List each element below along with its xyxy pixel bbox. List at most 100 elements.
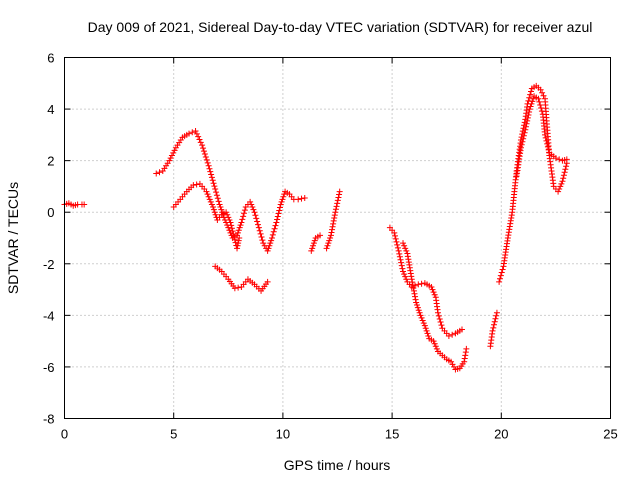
data-point — [238, 219, 245, 226]
data-point — [437, 319, 444, 326]
data-point — [433, 345, 440, 352]
data-point — [430, 289, 437, 296]
data-point — [240, 213, 247, 220]
y-tick-labels: -8 -6 -4 -2 0 2 4 6 — [43, 51, 55, 427]
data-point — [413, 299, 420, 306]
data-point — [204, 191, 211, 198]
data-point — [254, 218, 261, 225]
x-tick-label: 20 — [494, 427, 508, 442]
data-point — [449, 361, 456, 368]
x-tick-label: 15 — [385, 427, 399, 442]
data-point — [217, 204, 224, 211]
data-point — [409, 279, 416, 286]
y-tick-label: 0 — [47, 205, 54, 220]
data-point — [414, 304, 421, 311]
data-point — [298, 195, 305, 202]
axis-ticks — [64, 57, 611, 419]
data-point — [400, 240, 407, 247]
data-point — [281, 191, 288, 198]
data-point — [81, 201, 88, 208]
y-tick-label: -8 — [43, 412, 55, 427]
data-point — [556, 186, 563, 193]
data-point — [394, 244, 401, 251]
data-point — [205, 193, 212, 200]
data-point — [518, 141, 525, 148]
data-point — [185, 130, 192, 137]
data-point — [189, 129, 196, 136]
data-point — [276, 207, 283, 214]
data-point — [561, 169, 568, 176]
data-point — [329, 226, 336, 233]
data-point — [239, 216, 246, 223]
data-point — [201, 151, 208, 158]
data-point — [276, 204, 283, 211]
data-point — [193, 181, 200, 188]
data-point — [559, 178, 566, 185]
data-point — [432, 343, 439, 350]
data-point — [211, 209, 218, 216]
data-point — [226, 216, 233, 223]
data-point — [269, 231, 276, 238]
data-point — [399, 265, 406, 272]
data-point — [167, 155, 174, 162]
data-point — [522, 123, 529, 130]
data-point — [526, 106, 533, 113]
data-point — [330, 220, 337, 227]
data-point — [490, 324, 497, 331]
data-point — [552, 155, 559, 162]
data-point — [391, 229, 398, 236]
data-point — [489, 327, 496, 334]
data-point — [333, 203, 340, 210]
data-point — [418, 314, 425, 321]
data-point — [210, 180, 217, 187]
data-point — [445, 332, 452, 339]
data-point — [463, 345, 470, 352]
data-point — [413, 302, 420, 309]
data-point — [257, 230, 264, 237]
data-point — [450, 363, 457, 370]
data-point — [435, 312, 442, 319]
data-point — [190, 182, 197, 189]
data-point — [212, 211, 219, 218]
data-point — [462, 349, 469, 356]
data-point — [274, 213, 281, 220]
data-point — [255, 221, 262, 228]
data-point — [521, 129, 528, 136]
data-point — [200, 148, 207, 155]
data-point — [422, 325, 429, 332]
data-point — [206, 165, 213, 172]
data-point — [236, 235, 243, 241]
data-point — [416, 309, 423, 316]
data-point — [431, 340, 438, 347]
data-point — [496, 278, 503, 285]
data-point — [228, 225, 235, 232]
data-point — [392, 232, 399, 239]
data-point — [212, 186, 219, 193]
data-point — [205, 162, 212, 169]
y-tick-label: -4 — [43, 308, 55, 323]
data-point — [197, 139, 204, 146]
data-point — [317, 232, 324, 239]
data-point — [311, 237, 318, 244]
data-point — [555, 188, 562, 195]
data-point — [266, 242, 273, 249]
data-point — [393, 238, 400, 245]
data-point — [461, 358, 468, 365]
data-point — [268, 237, 275, 244]
data-point — [264, 247, 271, 254]
data-point — [401, 242, 408, 249]
data-point — [214, 195, 221, 202]
data-point — [193, 130, 200, 137]
data-point — [252, 212, 259, 219]
data-point — [231, 236, 238, 243]
data-point — [251, 209, 258, 216]
data-point — [327, 232, 334, 239]
data-point — [525, 97, 532, 104]
data-point — [256, 227, 263, 234]
data-point — [248, 201, 255, 208]
data-point — [326, 237, 333, 244]
data-point — [250, 206, 257, 213]
data-point — [210, 204, 217, 211]
data-point — [327, 235, 334, 241]
data-point — [210, 206, 217, 213]
